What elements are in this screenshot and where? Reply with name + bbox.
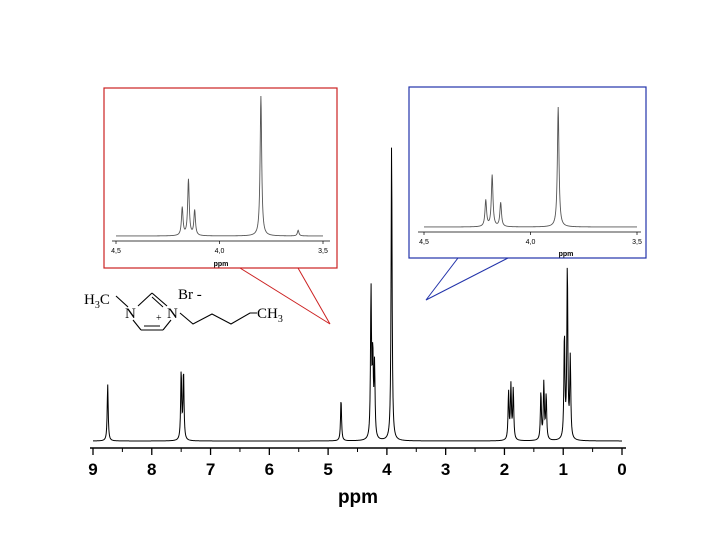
main-x-axis-title: ppm (338, 487, 378, 508)
right-inset-callout (425, 257, 509, 301)
right-inset-x-tick-label: 3,5 (632, 239, 642, 246)
right-inset-x-axis-title: ppm (559, 251, 574, 258)
ring-bond-c4-n3 (162, 319, 172, 331)
right-inset: 4,5 4,0 3,5 ppm (408, 86, 647, 259)
ring-bond-n1-c5 (132, 319, 142, 331)
left-inset-x-axis-title: ppm (214, 261, 229, 268)
left-inset-x-tick-label: 4,5 (111, 248, 121, 255)
left-inset-trace (116, 95, 324, 237)
bromide-anion-label: Br - (178, 287, 202, 303)
main-spectrum-trace (92, 147, 622, 442)
main-x-tick-label: 6 (265, 460, 274, 479)
main-x-tick-label: 1 (558, 460, 567, 479)
right-inset-frame (408, 86, 647, 259)
main-x-tick-label: 5 (323, 460, 332, 479)
butyl-chain (179, 312, 257, 325)
main-x-tick-label: 7 (206, 460, 215, 479)
right-inset-trace (424, 106, 637, 228)
ring-double-bond-c2-n3 (151, 296, 164, 308)
ring-nitrogen-1: N (125, 306, 136, 322)
main-x-tick-label: 0 (617, 460, 626, 479)
main-x-tick-label: 4 (382, 460, 392, 479)
left-inset: 4,5 4,0 3,5 ppm (103, 87, 338, 269)
ring-nitrogen-3: N (167, 306, 178, 322)
cation-charge: + (156, 313, 162, 324)
left-inset-x-tick-label: 4,0 (215, 248, 225, 255)
main-x-tick-labels: 9 8 7 6 5 4 3 2 1 0 (88, 460, 626, 479)
main-x-tick-label: 2 (500, 460, 509, 479)
left-inset-frame (103, 87, 338, 269)
left-inset-callout (238, 267, 331, 325)
left-inset-x-tick-label: 3,5 (318, 248, 328, 255)
right-inset-x-ticks (423, 232, 638, 235)
terminal-methyl-label: CH3 (257, 306, 283, 325)
main-x-ticks (92, 448, 623, 455)
methyl-bond (115, 295, 129, 308)
right-inset-x-tick-label: 4,0 (526, 239, 536, 246)
left-inset-x-tick-labels: 4,5 4,0 3,5 (111, 248, 328, 255)
main-x-tick-label: 9 (88, 460, 97, 479)
right-inset-x-tick-labels: 4,5 4,0 3,5 (419, 239, 642, 246)
ring-bond-c2-n3 (151, 292, 168, 307)
ring-bond-n1-c2 (137, 292, 153, 307)
main-spectrum: 9 8 7 6 5 4 3 2 1 0 ppm (88, 147, 627, 508)
main-x-tick-label: 3 (441, 460, 450, 479)
methyl-group-label: H3C (84, 292, 110, 311)
left-inset-x-ticks (115, 241, 324, 244)
main-x-tick-label: 8 (147, 460, 156, 479)
right-inset-x-tick-label: 4,5 (419, 239, 429, 246)
molecular-structure: H3C N N + CH3 Br - (84, 287, 283, 331)
